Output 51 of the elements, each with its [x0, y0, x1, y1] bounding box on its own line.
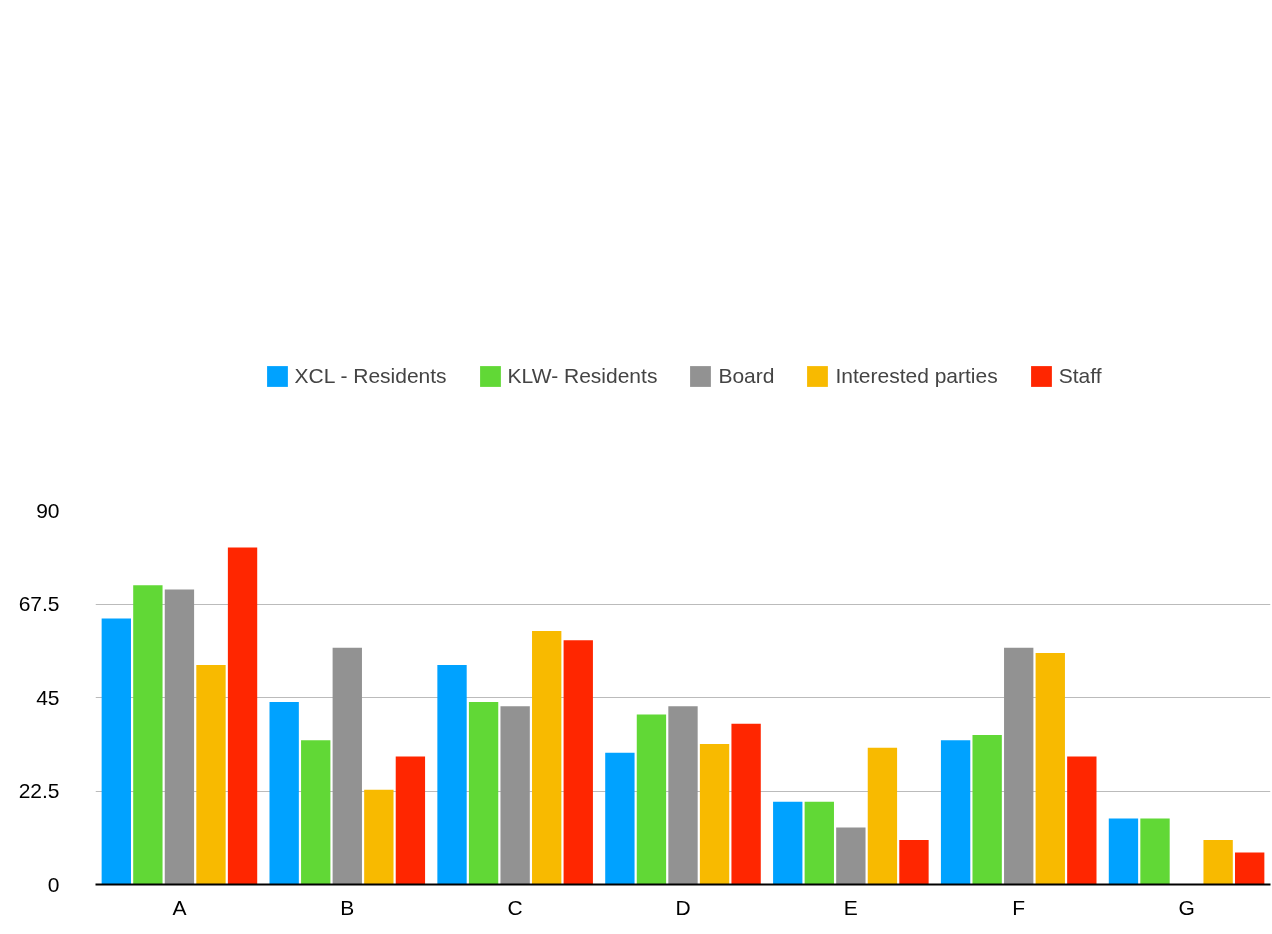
bar [164, 589, 195, 885]
y-tick-label: 67.5 [18, 592, 60, 615]
x-tick-label: C [507, 895, 523, 919]
bar [836, 827, 866, 885]
bar [940, 740, 971, 885]
bar [1235, 852, 1265, 885]
bar [395, 756, 426, 885]
legend-label: Interested parties [835, 364, 998, 388]
y-tick-label: 0 [47, 872, 60, 896]
y-tick-label: 45 [36, 685, 60, 709]
bar [269, 702, 299, 885]
bar [731, 723, 761, 885]
bar [867, 747, 898, 885]
bar [133, 585, 163, 885]
x-tick-label: F [1012, 895, 1026, 919]
bar [227, 547, 258, 885]
legend-label: KLW- Residents [507, 364, 658, 388]
bar [1108, 818, 1139, 885]
bar [437, 665, 467, 885]
bar [699, 744, 730, 885]
bar [1035, 653, 1065, 885]
bar [532, 631, 562, 885]
x-tick-label: D [675, 895, 691, 919]
bar [101, 618, 131, 885]
bar [636, 714, 667, 885]
y-tick-label: 22.5 [18, 779, 60, 802]
bar [301, 740, 331, 885]
legend-label: XCL - Residents [294, 364, 447, 388]
bar [1203, 840, 1233, 885]
bar [668, 706, 698, 885]
x-tick-label: B [340, 895, 355, 919]
bar [605, 752, 635, 885]
bar [773, 801, 803, 885]
bar [1004, 647, 1034, 885]
bar [500, 706, 530, 885]
bar [1067, 756, 1097, 885]
bar [972, 734, 1002, 885]
bar [196, 665, 226, 885]
legend-label: Staff [1058, 364, 1102, 388]
legend-label: Board [718, 364, 775, 388]
x-tick-label: A [172, 895, 187, 919]
bar [899, 840, 929, 885]
bar [364, 789, 394, 885]
y-tick-label: 90 [36, 498, 60, 522]
x-tick-label: G [1178, 895, 1195, 919]
bar [804, 801, 834, 885]
bar [332, 647, 362, 885]
bar [563, 640, 593, 885]
x-tick-label: E [843, 895, 858, 919]
bar [468, 702, 499, 885]
bar [1140, 818, 1170, 885]
